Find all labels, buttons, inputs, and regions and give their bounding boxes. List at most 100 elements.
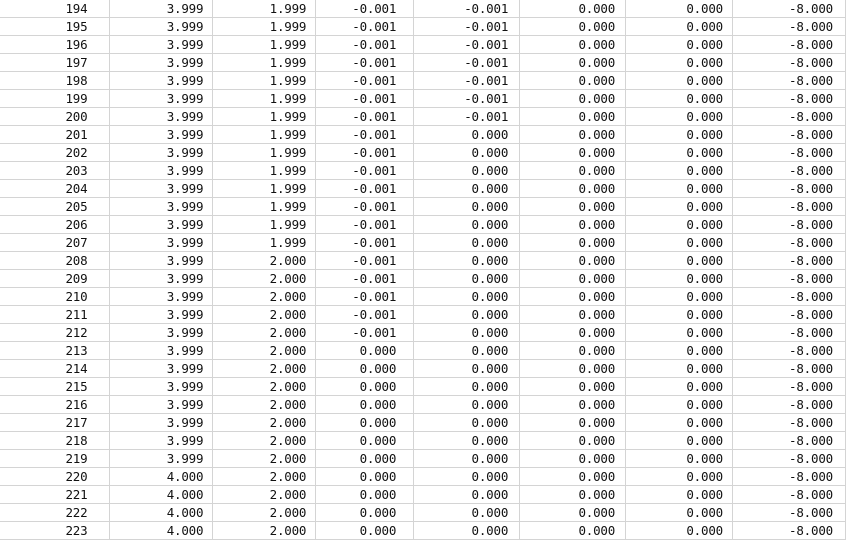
cell[interactable]: -8.000 xyxy=(732,107,846,126)
cell[interactable]: -0.001 xyxy=(413,71,521,90)
cell[interactable]: 0.000 xyxy=(625,143,733,162)
cell[interactable]: -8.000 xyxy=(732,251,846,270)
cell[interactable]: 2.000 xyxy=(212,467,317,486)
cell[interactable]: 2.000 xyxy=(212,377,317,396)
cell[interactable]: 4.000 xyxy=(109,521,214,540)
cell[interactable]: 0.000 xyxy=(625,395,733,414)
cell[interactable]: 1.999 xyxy=(212,143,317,162)
cell[interactable]: 0.000 xyxy=(625,413,733,432)
cell[interactable]: 0.000 xyxy=(625,17,733,36)
cell[interactable]: 0.000 xyxy=(625,287,733,306)
cell[interactable]: 0.000 xyxy=(413,377,521,396)
cell[interactable]: 0.000 xyxy=(519,431,627,450)
cell[interactable]: 0.000 xyxy=(625,161,733,180)
cell[interactable]: 0.000 xyxy=(519,17,627,36)
cell[interactable]: 214 xyxy=(0,359,111,378)
cell[interactable]: 0.000 xyxy=(519,413,627,432)
cell[interactable]: 203 xyxy=(0,161,111,180)
cell[interactable]: 0.000 xyxy=(519,521,627,540)
cell[interactable]: 3.999 xyxy=(109,125,214,144)
cell[interactable]: -8.000 xyxy=(732,395,846,414)
cell[interactable]: 0.000 xyxy=(315,431,415,450)
cell[interactable]: 0.000 xyxy=(625,467,733,486)
cell[interactable]: 3.999 xyxy=(109,251,214,270)
cell[interactable]: 0.000 xyxy=(519,395,627,414)
cell[interactable]: 0.000 xyxy=(519,251,627,270)
cell[interactable]: 0.000 xyxy=(625,305,733,324)
cell[interactable]: 197 xyxy=(0,53,111,72)
cell[interactable]: -8.000 xyxy=(732,53,846,72)
cell[interactable]: 0.000 xyxy=(413,251,521,270)
cell[interactable]: 1.999 xyxy=(212,107,317,126)
cell[interactable]: 3.999 xyxy=(109,197,214,216)
cell[interactable]: 0.000 xyxy=(413,359,521,378)
cell[interactable]: 0.000 xyxy=(315,485,415,504)
cell[interactable]: 0.000 xyxy=(413,125,521,144)
cell[interactable]: 0.000 xyxy=(519,341,627,360)
cell[interactable]: 2.000 xyxy=(212,323,317,342)
cell[interactable]: 1.999 xyxy=(212,53,317,72)
cell[interactable]: -0.001 xyxy=(315,17,415,36)
cell[interactable]: 3.999 xyxy=(109,89,214,108)
cell[interactable]: 0.000 xyxy=(519,71,627,90)
cell[interactable]: 0.000 xyxy=(315,413,415,432)
cell[interactable]: 2.000 xyxy=(212,431,317,450)
cell[interactable]: 1.999 xyxy=(212,35,317,54)
cell[interactable]: 0.000 xyxy=(625,341,733,360)
cell[interactable]: 201 xyxy=(0,125,111,144)
cell[interactable]: -8.000 xyxy=(732,197,846,216)
cell[interactable]: 0.000 xyxy=(413,305,521,324)
cell[interactable]: 0.000 xyxy=(413,449,521,468)
cell[interactable]: -0.001 xyxy=(315,35,415,54)
cell[interactable]: 0.000 xyxy=(413,521,521,540)
cell[interactable]: 2.000 xyxy=(212,305,317,324)
cell[interactable]: 2.000 xyxy=(212,449,317,468)
cell[interactable]: 204 xyxy=(0,179,111,198)
cell[interactable]: -8.000 xyxy=(732,17,846,36)
cell[interactable]: 2.000 xyxy=(212,485,317,504)
cell[interactable]: 0.000 xyxy=(625,251,733,270)
cell[interactable]: -8.000 xyxy=(732,269,846,288)
cell[interactable]: 0.000 xyxy=(413,395,521,414)
cell[interactable]: 211 xyxy=(0,305,111,324)
cell[interactable]: -8.000 xyxy=(732,35,846,54)
cell[interactable]: 2.000 xyxy=(212,269,317,288)
cell[interactable]: 0.000 xyxy=(519,269,627,288)
cell[interactable]: -0.001 xyxy=(315,251,415,270)
cell[interactable]: 0.000 xyxy=(625,107,733,126)
cell[interactable]: 0.000 xyxy=(519,143,627,162)
cell[interactable]: -0.001 xyxy=(413,53,521,72)
cell[interactable]: -8.000 xyxy=(732,449,846,468)
cell[interactable]: 3.999 xyxy=(109,431,214,450)
cell[interactable]: 3.999 xyxy=(109,449,214,468)
cell[interactable]: 208 xyxy=(0,251,111,270)
cell[interactable]: 3.999 xyxy=(109,143,214,162)
cell[interactable]: 3.999 xyxy=(109,0,214,18)
cell[interactable]: 215 xyxy=(0,377,111,396)
cell[interactable]: 2.000 xyxy=(212,359,317,378)
cell[interactable]: -0.001 xyxy=(413,35,521,54)
cell[interactable]: 3.999 xyxy=(109,107,214,126)
cell[interactable]: -8.000 xyxy=(732,341,846,360)
cell[interactable]: 0.000 xyxy=(519,161,627,180)
cell[interactable]: 206 xyxy=(0,215,111,234)
cell[interactable]: 3.999 xyxy=(109,179,214,198)
cell[interactable]: 4.000 xyxy=(109,467,214,486)
cell[interactable]: 0.000 xyxy=(519,0,627,18)
cell[interactable]: 0.000 xyxy=(519,107,627,126)
cell[interactable]: -8.000 xyxy=(732,521,846,540)
cell[interactable]: 0.000 xyxy=(519,449,627,468)
cell[interactable]: 2.000 xyxy=(212,521,317,540)
cell[interactable]: 3.999 xyxy=(109,377,214,396)
cell[interactable]: 1.999 xyxy=(212,89,317,108)
cell[interactable]: 0.000 xyxy=(625,125,733,144)
cell[interactable]: -8.000 xyxy=(732,323,846,342)
cell[interactable]: 0.000 xyxy=(315,467,415,486)
cell[interactable]: 0.000 xyxy=(625,521,733,540)
cell[interactable]: 0.000 xyxy=(519,503,627,522)
cell[interactable]: -8.000 xyxy=(732,0,846,18)
cell[interactable]: 0.000 xyxy=(315,521,415,540)
cell[interactable]: 0.000 xyxy=(519,179,627,198)
cell[interactable]: 0.000 xyxy=(519,359,627,378)
cell[interactable]: -8.000 xyxy=(732,215,846,234)
